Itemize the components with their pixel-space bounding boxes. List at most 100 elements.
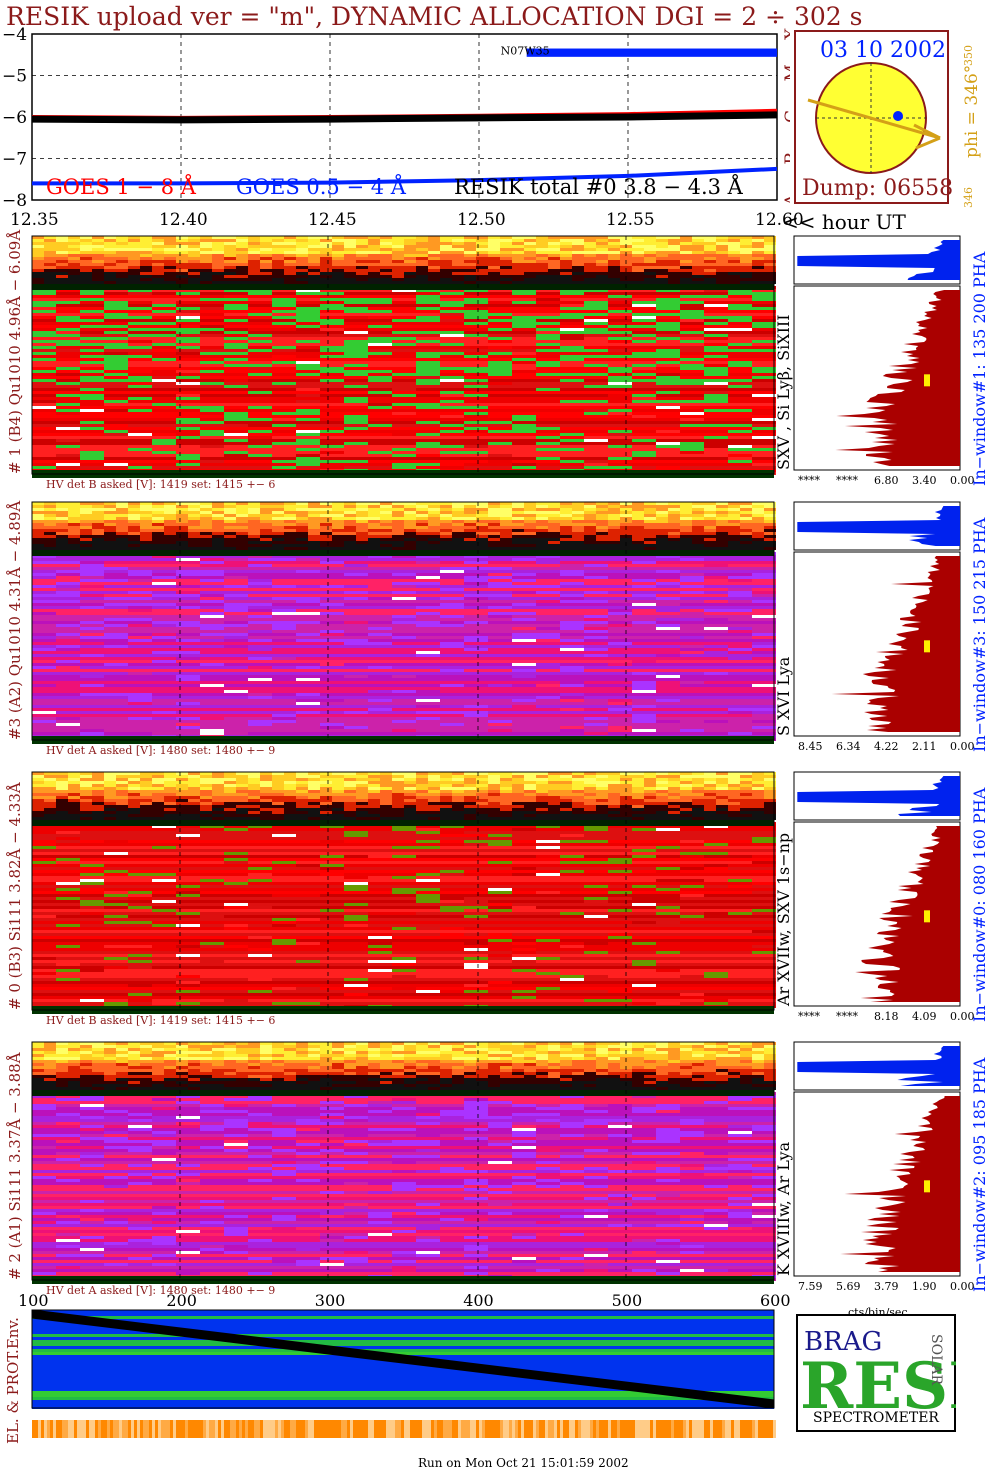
spectrogram-cell [152,609,176,612]
spectrogram-cell [512,316,536,319]
spectrogram-cell [68,538,80,541]
spectrogram-cell [200,517,212,520]
spectrogram-cell [80,310,104,313]
spectrogram-cell [296,316,320,319]
spectrogram-cell [704,445,728,448]
spectrogram-cell [188,257,200,260]
spectrogram-cell [272,281,284,284]
spectrogram-cell [752,436,776,439]
spectrogram-cell [584,547,596,550]
spectrogram-cell [728,266,740,269]
spectrogram-cell [500,505,512,508]
spectrogram-cell [176,340,200,343]
spectrogram-cell [296,618,320,621]
spectrogram-cell [464,502,476,505]
spectrogram-cell [272,457,296,460]
spectrogram-cell [80,376,104,379]
spectrogram-cell [368,397,392,400]
spectrogram-cell [464,412,488,415]
spectrogram-cell [500,520,512,523]
spectrogram-cell [296,633,320,636]
spectrogram-cell [236,529,248,532]
spectrogram-cell [152,448,176,451]
spectrogram-cell [716,520,728,523]
spectrogram-cell [512,415,536,418]
spectrogram-cell [476,248,488,251]
spectrogram-cell [512,541,524,544]
spectrogram-cell [560,281,572,284]
spectrogram-cell [464,292,488,295]
spectrogram-cell [56,538,68,541]
spectrogram-cell [740,263,752,266]
spectrogram-cell [656,251,668,254]
spectrogram-cell [248,558,272,561]
spectrogram-cell [32,301,56,304]
spectrogram-cell [440,615,464,618]
spectrogram-cell [104,325,128,328]
spectrogram-cell [452,278,464,281]
spectrogram-cell [560,385,584,388]
spectrogram-cell [344,585,368,588]
spectrogram-cell [56,508,68,511]
spectrogram-cell [584,603,608,606]
spectrogram-cell [656,266,668,269]
spectrogram-cell [296,340,320,343]
spectrogram-cell [752,391,776,394]
spectrogram-cell [224,603,248,606]
hist-tick-label: **** [836,474,859,487]
spectrogram-cell [104,508,116,511]
spectrogram-cell [200,242,212,245]
spectrogram-cell [32,505,44,508]
spectrogram-cell [128,541,140,544]
spectrogram-cell [392,379,416,382]
spectrogram-cell [440,466,464,469]
spectrogram-cell [368,418,392,421]
spectrogram-cell [488,239,500,242]
spectrogram-cell [464,627,488,630]
spectrogram-cell [428,266,440,269]
spectrogram-cell [380,538,392,541]
spectrogram-cell [176,579,200,582]
spectrogram-cell [680,412,704,415]
spectrogram-cell [488,322,512,325]
spectrogram-cell [248,454,272,457]
spectrogram-cell [656,639,680,642]
spectrogram-cell [500,272,512,275]
spectrogram-cell [152,388,176,391]
spectrogram-cell [200,257,212,260]
spectrogram-cell [32,642,56,645]
spectrogram-cell [440,636,464,639]
spectrogram-cell [176,322,200,325]
spectrogram-cell [584,445,608,448]
spectrogram-cell [704,346,728,349]
spectrogram-cell [272,514,284,517]
spectrogram-cell [380,278,392,281]
spectrogram-cell [536,538,548,541]
spectrogram-cell [176,346,200,349]
spectrogram-cell [440,304,464,307]
spectrogram-cell [752,529,764,532]
spectrogram-cell [272,535,284,538]
spectrogram-cell [224,236,236,239]
spectrogram-cell [524,517,536,520]
spectrogram-cell [272,421,296,424]
spectrogram-cell [488,361,512,364]
spectrogram-cell [104,523,116,526]
spectrogram-cell [128,579,152,582]
spectrogram-cell [368,340,392,343]
spectrogram-cell [152,328,176,331]
spectrogram-cell [716,517,728,520]
spectrogram-cell [152,547,164,550]
spectrogram-cell [212,257,224,260]
spectrogram-cell [512,564,536,567]
spectrogram-cell [512,236,524,239]
spectrogram-cell [32,400,56,403]
spectrogram-cell [416,388,440,391]
spectrogram-cell [632,364,656,367]
spectrogram-cell [80,313,104,316]
spectrogram-cell [56,633,80,636]
spectrogram-cell [704,257,716,260]
spectrogram-cell [116,254,128,257]
spectrogram-cell [692,517,704,520]
spectrogram-cell [488,334,512,337]
